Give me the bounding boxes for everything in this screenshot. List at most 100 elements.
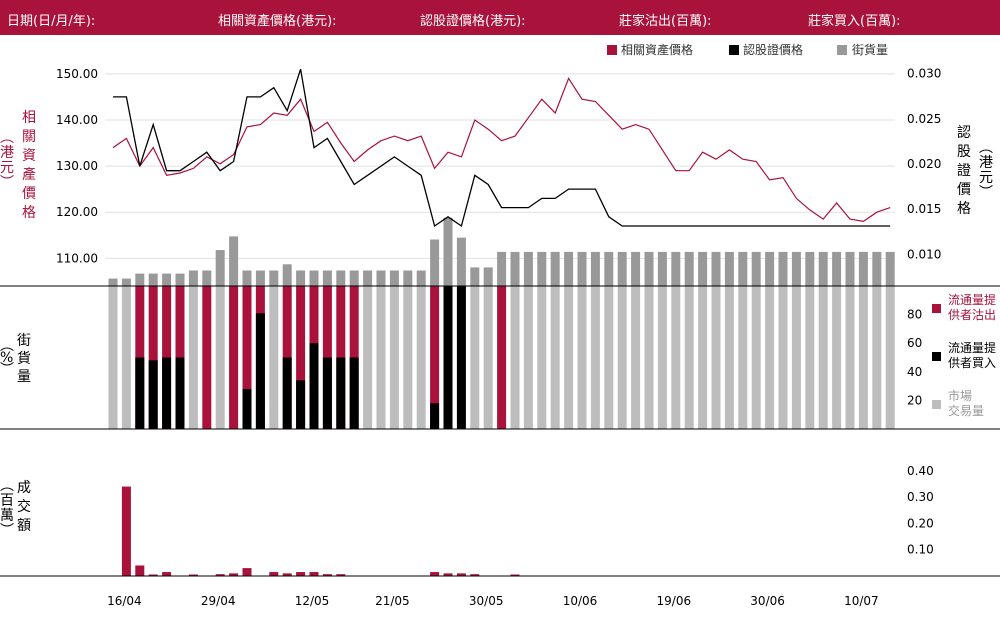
date-label: 日期(日/月/年): bbox=[7, 14, 96, 29]
outstanding-bar bbox=[202, 270, 212, 286]
market-volume-bar bbox=[711, 286, 721, 429]
legend-top: 相關資產價格 認股證價格 街貨量 bbox=[607, 42, 888, 57]
market-volume-bar bbox=[778, 286, 788, 429]
outstanding-bar bbox=[175, 273, 185, 286]
right-top-axis-title: 認股證價格 ︵港元︶ bbox=[957, 125, 993, 217]
outstanding-bar bbox=[416, 270, 426, 286]
axis-title-char: 證 bbox=[957, 162, 971, 179]
turnover-bar bbox=[470, 574, 480, 576]
outstanding-bar bbox=[162, 273, 172, 286]
axis-ticks: 110.00 120.00 130.00 140.00 150.00 0.010 0.015… bbox=[56, 67, 941, 608]
outstanding-bar bbox=[322, 270, 332, 286]
outstanding-bar bbox=[430, 239, 440, 286]
outstanding-bar bbox=[617, 251, 627, 286]
underlying-price-line bbox=[112, 77, 891, 223]
turnover-bar bbox=[456, 573, 466, 576]
outstanding-bar bbox=[309, 270, 319, 286]
x-tick-label: 10/07 bbox=[844, 594, 879, 608]
legend-bought-line1: 流通量提 bbox=[948, 340, 996, 355]
right-top-paren: ︵港元︶ bbox=[979, 140, 993, 201]
market-volume-bar bbox=[564, 286, 574, 429]
outstanding-bar bbox=[604, 251, 614, 286]
legend-outstanding-text: 街貨量 bbox=[852, 42, 888, 57]
outstanding-bar bbox=[724, 251, 734, 286]
x-tick-label: 21/05 bbox=[375, 594, 410, 608]
issuer-bought-bar bbox=[148, 360, 158, 429]
outstanding-bar bbox=[698, 251, 708, 286]
market-volume-bar bbox=[483, 286, 493, 429]
legend-sold-line1: 流通量提 bbox=[948, 292, 996, 307]
issuer-bought-bar bbox=[162, 357, 172, 429]
right-mid-tick: 40 bbox=[907, 365, 922, 379]
outstanding-bar bbox=[376, 270, 386, 286]
right-mid-tick: 20 bbox=[907, 393, 922, 407]
outstanding-bar bbox=[845, 251, 855, 286]
outstanding-bar bbox=[363, 270, 373, 286]
issuer-bought-bar bbox=[456, 286, 466, 429]
market-volume-bar bbox=[872, 286, 882, 429]
market-volume-bar bbox=[108, 286, 118, 429]
issuer-bought-bar bbox=[443, 286, 453, 429]
outstanding-bar bbox=[684, 251, 694, 286]
outstanding-bar bbox=[389, 270, 399, 286]
market-volume-bar bbox=[604, 286, 614, 429]
turnover-bar bbox=[215, 574, 225, 576]
axis-title-char: 價 bbox=[22, 185, 36, 202]
left-top-tick: 150.00 bbox=[56, 67, 98, 81]
market-volume-bar bbox=[724, 286, 734, 429]
right-top-tick: 0.010 bbox=[907, 247, 941, 261]
market-volume-bar bbox=[631, 286, 641, 429]
turnover-bar bbox=[121, 486, 131, 576]
market-volume-bar bbox=[684, 286, 694, 429]
issuer-sold-label: 莊家沽出(百萬): bbox=[619, 14, 712, 29]
issuer-bought-label: 莊家買入(百萬): bbox=[808, 14, 901, 29]
legend-bought-swatch bbox=[932, 352, 941, 361]
outstanding-bar bbox=[751, 251, 761, 286]
outstanding-bar bbox=[470, 267, 480, 286]
outstanding-bar bbox=[135, 273, 145, 286]
market-volume-bar bbox=[376, 286, 386, 429]
turnover-bar bbox=[269, 572, 279, 576]
turnover-bar bbox=[296, 572, 306, 576]
issuer-bought-bar bbox=[255, 313, 265, 429]
outstanding-bar bbox=[403, 270, 413, 286]
market-volume-bar bbox=[818, 286, 828, 429]
turnover-bar bbox=[188, 574, 198, 576]
outstanding-bar bbox=[456, 237, 466, 286]
turnover-bar bbox=[282, 573, 292, 576]
market-volume-bar bbox=[751, 286, 761, 429]
axis-title-char: 價 bbox=[957, 181, 971, 198]
outstanding-bar bbox=[121, 278, 131, 286]
market-volume-bar bbox=[537, 286, 547, 429]
outstanding-bar bbox=[657, 251, 667, 286]
market-volume-bar bbox=[121, 286, 131, 429]
outstanding-bar bbox=[631, 251, 641, 286]
market-volume-bar bbox=[805, 286, 815, 429]
market-volume-bar bbox=[698, 286, 708, 429]
market-volume-bar bbox=[617, 286, 627, 429]
right-bot-tick: 0.20 bbox=[907, 516, 934, 530]
axis-title-char: 產 bbox=[22, 166, 36, 183]
issuer-bought-bar bbox=[296, 380, 306, 429]
market-volume-bar bbox=[791, 286, 801, 429]
turnover-bar bbox=[430, 572, 440, 576]
turnover-bar bbox=[242, 568, 252, 576]
left-top-tick: 130.00 bbox=[56, 159, 98, 173]
axis-title-char: 格 bbox=[22, 205, 36, 221]
outstanding-bar bbox=[188, 270, 198, 286]
right-bot-tick: 0.30 bbox=[907, 490, 934, 504]
market-volume-bar bbox=[523, 286, 533, 429]
axis-title-char: 成 bbox=[17, 480, 31, 496]
outstanding-bar bbox=[282, 264, 292, 286]
right-top-tick: 0.020 bbox=[907, 157, 941, 171]
outstanding-bar bbox=[818, 251, 828, 286]
market-volume-bar bbox=[590, 286, 600, 429]
x-tick-label: 16/04 bbox=[107, 594, 142, 608]
right-mid-tick: 60 bbox=[907, 336, 922, 350]
market-volume-bar bbox=[510, 286, 520, 429]
outstanding-bar bbox=[483, 267, 493, 286]
outstanding-bar bbox=[577, 251, 587, 286]
issuer-sold-bar bbox=[430, 286, 440, 429]
issuer-sold-bar bbox=[497, 286, 507, 429]
